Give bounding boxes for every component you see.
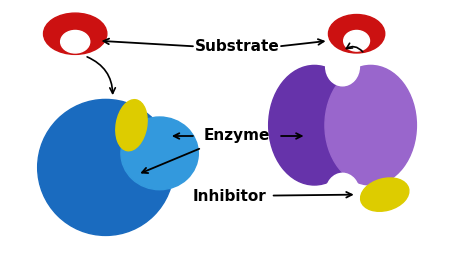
Ellipse shape (361, 178, 409, 211)
Ellipse shape (61, 30, 90, 53)
Ellipse shape (116, 100, 147, 151)
Ellipse shape (325, 65, 416, 185)
Ellipse shape (37, 99, 173, 236)
Text: Substrate: Substrate (195, 39, 279, 54)
Ellipse shape (44, 13, 107, 54)
Text: Inhibitor: Inhibitor (193, 189, 267, 204)
Ellipse shape (326, 47, 359, 86)
Ellipse shape (121, 117, 198, 190)
Ellipse shape (326, 173, 359, 213)
Text: Enzyme: Enzyme (204, 128, 270, 144)
Ellipse shape (328, 14, 385, 53)
Ellipse shape (344, 30, 370, 51)
Ellipse shape (269, 65, 360, 185)
